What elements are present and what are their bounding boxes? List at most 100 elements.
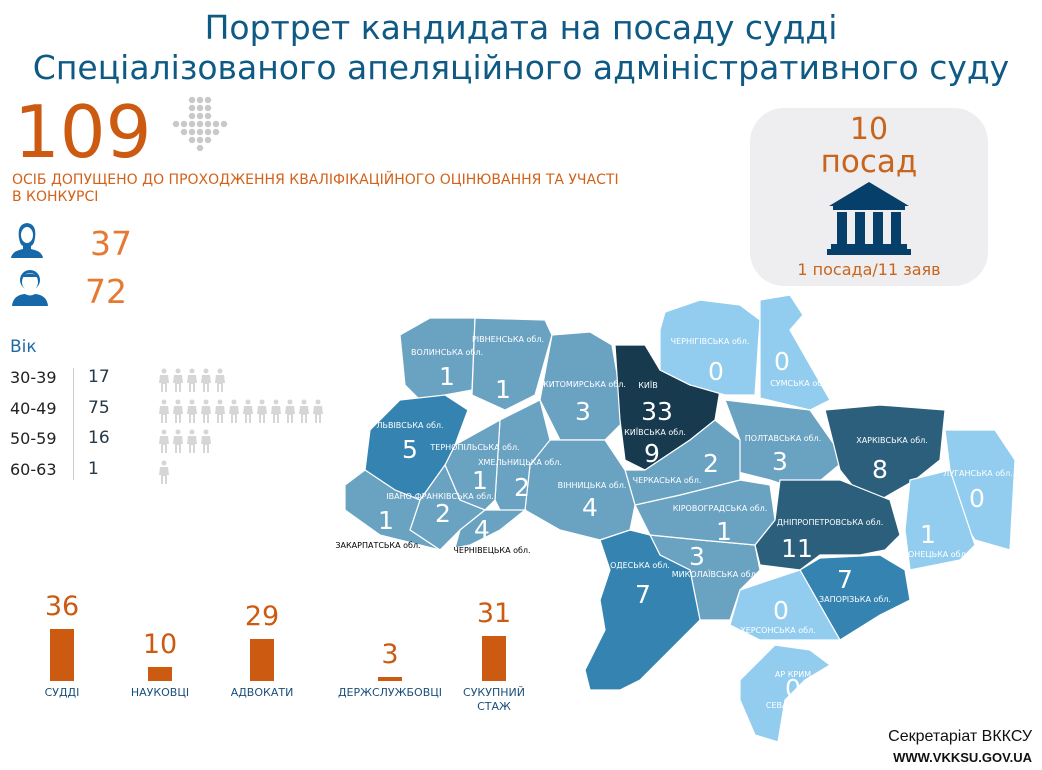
region-label: ПОЛТАВСЬКА обл. xyxy=(745,434,821,443)
region-label: АР КРИМ xyxy=(775,670,811,679)
city-value: 33 xyxy=(641,397,673,426)
dotted-arrow-down-icon xyxy=(172,96,228,152)
person-icon xyxy=(187,368,197,392)
region-value: 1 xyxy=(716,517,732,546)
region-value: 2 xyxy=(435,499,451,528)
experience-label: СУДДІ xyxy=(44,686,80,699)
positions-ratio: 1 посада/11 заяв xyxy=(797,260,941,279)
person-icon xyxy=(173,429,183,453)
region-value: 1 xyxy=(439,362,455,391)
experience-bar xyxy=(482,636,506,681)
person-icon xyxy=(257,399,267,423)
title-line-1: Портрет кандидата на посаду судді xyxy=(204,8,838,47)
person-icon xyxy=(313,399,323,423)
person-icon xyxy=(201,429,211,453)
person-icon xyxy=(285,399,295,423)
region-value: 0 xyxy=(969,484,985,513)
region-label: ХМЕЛЬНИЦЬКА обл. xyxy=(478,458,562,467)
person-icon xyxy=(299,399,309,423)
region-label: ЧЕРНІВЕЦЬКА обл. xyxy=(453,546,530,555)
experience-value: 36 xyxy=(44,590,80,622)
age-range: 60-63 xyxy=(10,460,57,479)
map-region xyxy=(624,419,741,506)
region-value: 4 xyxy=(582,493,598,522)
courthouse-icon xyxy=(827,182,911,255)
person-icon xyxy=(271,399,281,423)
region-label: ОДЕСЬКА обл. xyxy=(610,561,670,570)
age-count: 17 xyxy=(88,367,110,387)
region-label: ЧЕРНІГІВСЬКА обл. xyxy=(671,337,750,346)
region-value: 0 xyxy=(785,674,801,703)
experience-value: 10 xyxy=(142,628,178,660)
region-value: 8 xyxy=(872,455,888,484)
experience-bar xyxy=(50,628,74,681)
region-value: 0 xyxy=(708,357,724,386)
map-region xyxy=(524,439,636,541)
person-icon xyxy=(159,460,169,484)
person-icon xyxy=(159,429,169,453)
age-range: 40-49 xyxy=(10,399,57,418)
age-divider xyxy=(73,368,74,480)
map-region xyxy=(759,294,831,411)
region-label: ЛУГАНСЬКА обл. xyxy=(943,469,1013,478)
experience-label: АДВОКАТИ xyxy=(230,686,294,699)
total-caption: ОСІБ ДОПУЩЕНО ДО ПРОХОДЖЕННЯ КВАЛІФІКАЦІ… xyxy=(12,172,619,205)
map-region xyxy=(454,509,527,549)
title-line-2: Спеціалізованого апеляційного адміністра… xyxy=(32,48,1010,87)
total-count: 109 xyxy=(14,90,152,174)
region-value: 5 xyxy=(402,435,418,464)
region-value: 11 xyxy=(781,534,813,563)
region-value: 3 xyxy=(689,542,705,571)
experience-bar xyxy=(378,676,402,681)
region-label: ІВАНО-ФРАНКІВСЬКА обл. xyxy=(386,492,494,501)
person-icon xyxy=(159,399,169,423)
map-region xyxy=(344,469,441,551)
region-label: ЛЬВІВСЬКА обл. xyxy=(376,421,443,430)
region-value: 1 xyxy=(920,520,936,549)
region-value: 4 xyxy=(474,515,490,544)
person-icon xyxy=(215,368,225,392)
region-value: 7 xyxy=(635,580,651,609)
region-label: РІВНЕНСЬКА обл. xyxy=(472,335,544,344)
city-label: СЕВАСТОПОЛЬ xyxy=(766,701,828,710)
city-label: КИЇВ xyxy=(638,380,658,390)
age-count: 16 xyxy=(88,428,110,448)
positions-word: посад xyxy=(820,144,918,180)
region-value: 7 xyxy=(837,565,853,594)
region-label: ТЕРНОПІЛЬСЬКА обл. xyxy=(429,443,519,452)
person-icon xyxy=(243,399,253,423)
map-region xyxy=(539,331,626,441)
age-pictogram xyxy=(158,399,324,423)
region-value: 1 xyxy=(378,506,394,535)
experience-bar xyxy=(250,638,274,681)
region-label: ВІННИЦЬКА обл. xyxy=(558,481,627,490)
age-range: 50-59 xyxy=(10,429,57,448)
map-region xyxy=(399,317,476,401)
region-value: 0 xyxy=(773,596,789,625)
region-label: ДНІПРОПЕТРОВСЬКА обл. xyxy=(777,518,884,527)
person-icon xyxy=(215,399,225,423)
male-count: 72 xyxy=(85,272,127,311)
region-value: 3 xyxy=(575,397,591,426)
positions-card: 10 посад 1 посада/11 заяв xyxy=(750,108,988,286)
person-icon xyxy=(159,368,169,392)
map-region xyxy=(471,317,553,411)
age-range: 30-39 xyxy=(10,368,57,387)
experience-label: ДЕРЖСЛУЖБОВЦІ xyxy=(337,686,443,699)
map-region xyxy=(904,469,976,571)
region-value: 2 xyxy=(514,473,530,502)
region-value: 9 xyxy=(644,439,660,468)
region-label: СУМСЬКА обл. xyxy=(770,379,830,388)
region-value: 1 xyxy=(495,375,511,404)
experience-value: 29 xyxy=(244,600,280,632)
age-pictogram xyxy=(158,368,226,392)
region-label: ДОНЕЦЬКА обл. xyxy=(902,550,969,559)
region-label: ХАРКІВСЬКА обл. xyxy=(856,436,928,445)
region-label: ЗАКАРПАТСЬКА обл. xyxy=(335,541,420,550)
female-user-icon xyxy=(11,223,43,258)
region-label: ХЕРСОНСЬКА обл. xyxy=(740,626,816,635)
map-region xyxy=(494,399,551,521)
region-label: ЖИТОМИРСЬКА обл. xyxy=(540,380,626,389)
